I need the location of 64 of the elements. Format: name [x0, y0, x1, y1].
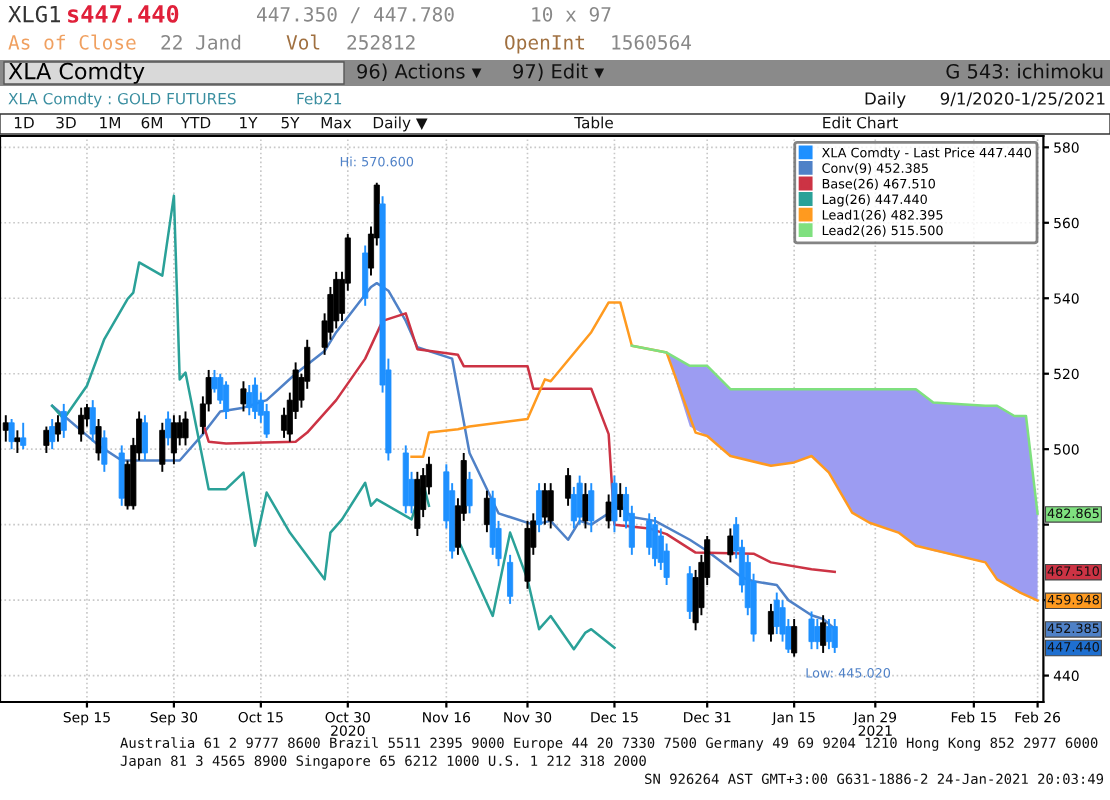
text: 447.350 / 447.780: [256, 6, 454, 24]
candlestick: [588, 482, 595, 534]
line-series: [630, 344, 1039, 515]
candlestick: [14, 429, 21, 454]
text: 97) Edit ▾: [513, 63, 605, 81]
text: OpenInt: [505, 34, 585, 54]
candlestick: [466, 470, 473, 515]
candlestick: [536, 482, 543, 534]
candlestick: [141, 414, 148, 462]
candlestick: [605, 493, 612, 530]
candlestick: [101, 429, 108, 473]
candlestick: [43, 425, 50, 454]
candlestick: [118, 444, 125, 507]
text: 22 Jand: [161, 34, 241, 50]
candlestick: [8, 418, 15, 451]
candlestick: [246, 384, 253, 417]
text: As of Close: [8, 34, 136, 50]
candlestick: [20, 421, 27, 451]
candlestick: [49, 418, 56, 451]
text: G 543: ichimoku: [946, 63, 1103, 79]
candlestick: [767, 602, 774, 643]
candlestick: [176, 414, 183, 447]
text: 252812: [347, 34, 415, 50]
text: XLG1: [8, 5, 61, 23]
candlestick: [791, 618, 798, 658]
candlestick: [831, 618, 838, 654]
candlestick: [240, 380, 247, 413]
candlestick: [362, 244, 369, 307]
candlestick: [159, 421, 166, 473]
text: 9/1/2020-1/25/2021: [940, 92, 1105, 107]
candlestick: [223, 380, 230, 420]
candlestick: [617, 482, 624, 519]
candlestick: [651, 516, 659, 568]
candlestick: [211, 368, 218, 394]
text: XLA Comdty: [8, 62, 145, 84]
candlestick: [727, 527, 734, 564]
candlestick: [252, 376, 259, 420]
candlestick: [54, 414, 61, 443]
candlestick: [576, 474, 583, 526]
candlestick: [547, 482, 554, 530]
candlestick: [820, 614, 827, 654]
text: 10 x 97: [532, 6, 611, 22]
candlestick: [565, 467, 572, 507]
candlestick: [170, 414, 177, 466]
text: 96) Actions ▾: [357, 63, 482, 81]
candlestick: [95, 418, 102, 462]
line-series: [201, 312, 836, 574]
candlestick: [808, 610, 815, 651]
candlestick: [182, 410, 189, 447]
candlestick: [165, 410, 172, 447]
candlestick: [507, 553, 514, 605]
text: Vol: [286, 34, 320, 50]
line-series: [410, 301, 1039, 602]
candlestick: [281, 406, 288, 439]
text: Daily: [865, 91, 906, 109]
text: s447.440: [67, 4, 179, 23]
candlestick: [60, 402, 67, 439]
candlestick: [611, 474, 618, 534]
text: 1560564: [612, 34, 692, 50]
candlestick: [814, 618, 821, 651]
candlestick: [89, 399, 96, 443]
candlestick: [78, 406, 85, 443]
candlestick: [582, 482, 589, 530]
candlestick: [773, 591, 780, 636]
